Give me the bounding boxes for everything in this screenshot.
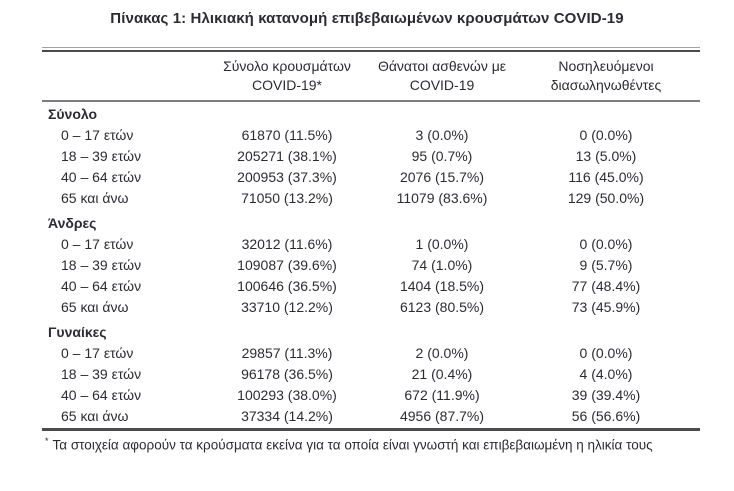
table-row: 0 – 17 ετών 29857 (11.3%) 2 (0.0%) 0 (0.…: [42, 343, 700, 364]
age-group-label: 40 – 64 ετών: [61, 169, 142, 185]
deaths-value: 95 (0.7%): [411, 148, 473, 164]
header-intubated-line1: Νοσηλευόμενοι: [558, 58, 654, 74]
age-group-label: 0 – 17 ετών: [61, 345, 134, 361]
table-section: Γυναίκες 0 – 17 ετών 29857 (11.3%) 2 (0.…: [42, 322, 700, 427]
intubated-value: 39 (39.4%): [571, 387, 641, 403]
intubated-value: 13 (5.0%): [575, 148, 637, 164]
age-group-label: 18 – 39 ετών: [61, 148, 142, 164]
deaths-value: 1404 (18.5%): [399, 278, 485, 294]
total-cases-value: 33710 (12.2%): [241, 299, 333, 315]
age-group-label: 65 και άνω: [61, 299, 129, 315]
deaths-value: 1 (0.0%): [415, 236, 469, 252]
deaths-value: 11079 (83.6%): [396, 190, 488, 206]
header-total-cases: Σύνολο κρουσμάτων COVID-19*: [202, 57, 372, 95]
age-group-label: 65 και άνω: [61, 408, 129, 424]
table-row: 65 και άνω 71050 (13.2%) 11079 (83.6%) 1…: [42, 188, 700, 209]
total-cases-value: 200953 (37.3%): [237, 169, 337, 185]
table-body: Σύνολο 0 – 17 ετών 61870 (11.5%) 3 (0.0%…: [42, 104, 700, 427]
total-cases-value: 32012 (11.6%): [241, 236, 333, 252]
age-group-label: 40 – 64 ετών: [61, 387, 142, 403]
header-deaths-line1: Θάνατοι ασθενών με: [377, 58, 507, 74]
deaths-value: 3 (0.0%): [415, 127, 469, 143]
total-cases-value: 37334 (14.2%): [241, 408, 333, 424]
header-deaths-line2: COVID-19: [409, 77, 475, 93]
deaths-value: 6123 (80.5%): [399, 299, 485, 315]
table-row: 40 – 64 ετών 200953 (37.3%) 2076 (15.7%)…: [42, 167, 700, 188]
table-row: 18 – 39 ετών 109087 (39.6%) 74 (1.0%) 9 …: [42, 255, 700, 276]
table-row: 40 – 64 ετών 100646 (36.5%) 1404 (18.5%)…: [42, 276, 700, 297]
intubated-value: 4 (4.0%): [579, 366, 633, 382]
intubated-value: 0 (0.0%): [579, 236, 633, 252]
table-bottom-rule: [42, 428, 700, 431]
intubated-value: 56 (56.6%): [571, 408, 641, 424]
intubated-value: 116 (45.0%): [568, 169, 644, 185]
total-cases-value: 100293 (38.0%): [237, 387, 337, 403]
deaths-value: 21 (0.4%): [411, 366, 473, 382]
table-section: Σύνολο 0 – 17 ετών 61870 (11.5%) 3 (0.0%…: [42, 104, 700, 209]
table-row: 40 – 64 ετών 100293 (38.0%) 672 (11.9%) …: [42, 385, 700, 406]
header-total-cases-line2: COVID-19*: [251, 77, 323, 93]
intubated-value: 73 (45.9%): [571, 299, 641, 315]
total-cases-value: 29857 (11.3%): [241, 345, 333, 361]
age-group-label: 0 – 17 ετών: [61, 127, 134, 143]
covid-age-distribution-table: Σύνολο κρουσμάτων COVID-19* Θάνατοι ασθε…: [42, 47, 700, 431]
table-top-rule: [42, 47, 700, 52]
table-title: Πίνακας 1: Ηλικιακή κατανομή επιβεβαιωμέ…: [110, 10, 624, 27]
intubated-value: 77 (48.4%): [571, 278, 641, 294]
age-group-label: 18 – 39 ετών: [61, 366, 142, 382]
table-footnote: * Τα στοιχεία αφορούν τα κρούσματα εκείνα…: [45, 432, 705, 455]
header-total-cases-line1: Σύνολο κρουσμάτων: [223, 58, 351, 74]
intubated-value: 0 (0.0%): [579, 345, 633, 361]
table-section: Άνδρες 0 – 17 ετών 32012 (11.6%) 1 (0.0%…: [42, 213, 700, 318]
table-row: 65 και άνω 33710 (12.2%) 6123 (80.5%) 73…: [42, 297, 700, 318]
table-row: 65 και άνω 37334 (14.2%) 4956 (87.7%) 56…: [42, 406, 700, 427]
total-cases-value: 100646 (36.5%): [237, 278, 337, 294]
section-header: Σύνολο: [48, 106, 98, 122]
header-deaths: Θάνατοι ασθενών με COVID-19: [372, 57, 512, 95]
table-row: 0 – 17 ετών 32012 (11.6%) 1 (0.0%) 0 (0.…: [42, 234, 700, 255]
total-cases-value: 96178 (36.5%): [241, 366, 333, 382]
header-intubated-line2: διασωληνωθέντες: [550, 77, 662, 93]
intubated-value: 129 (50.0%): [567, 190, 645, 206]
total-cases-value: 71050 (13.2%): [241, 190, 333, 206]
table-row: 0 – 17 ετών 61870 (11.5%) 3 (0.0%) 0 (0.…: [42, 125, 700, 146]
table-row: 18 – 39 ετών 205271 (38.1%) 95 (0.7%) 13…: [42, 146, 700, 167]
footnote-marker: *: [45, 436, 49, 446]
deaths-value: 672 (11.9%): [404, 387, 480, 403]
intubated-value: 9 (5.7%): [579, 257, 633, 273]
deaths-value: 4956 (87.7%): [399, 408, 485, 424]
age-group-label: 65 και άνω: [61, 190, 129, 206]
footnote-text: Τα στοιχεία αφορούν τα κρούσματα εκείνα …: [52, 437, 653, 453]
intubated-value: 0 (0.0%): [579, 127, 633, 143]
header-intubated: Νοσηλευόμενοι διασωληνωθέντες: [512, 57, 700, 95]
deaths-value: 2076 (15.7%): [399, 169, 485, 185]
section-header: Άνδρες: [48, 215, 97, 231]
total-cases-value: 205271 (38.1%): [237, 148, 337, 164]
total-cases-value: 109087 (39.6%): [237, 257, 337, 273]
age-group-label: 40 – 64 ετών: [61, 278, 142, 294]
total-cases-value: 61870 (11.5%): [241, 127, 333, 143]
deaths-value: 2 (0.0%): [415, 345, 469, 361]
table-header-row: Σύνολο κρουσμάτων COVID-19* Θάνατοι ασθε…: [42, 52, 700, 100]
header-separator-rule: [42, 100, 700, 102]
age-group-label: 0 – 17 ετών: [61, 236, 134, 252]
section-header: Γυναίκες: [48, 324, 107, 340]
age-group-label: 18 – 39 ετών: [61, 257, 142, 273]
header-empty-cell: [42, 57, 202, 95]
table-row: 18 – 39 ετών 96178 (36.5%) 21 (0.4%) 4 (…: [42, 364, 700, 385]
deaths-value: 74 (1.0%): [411, 257, 473, 273]
